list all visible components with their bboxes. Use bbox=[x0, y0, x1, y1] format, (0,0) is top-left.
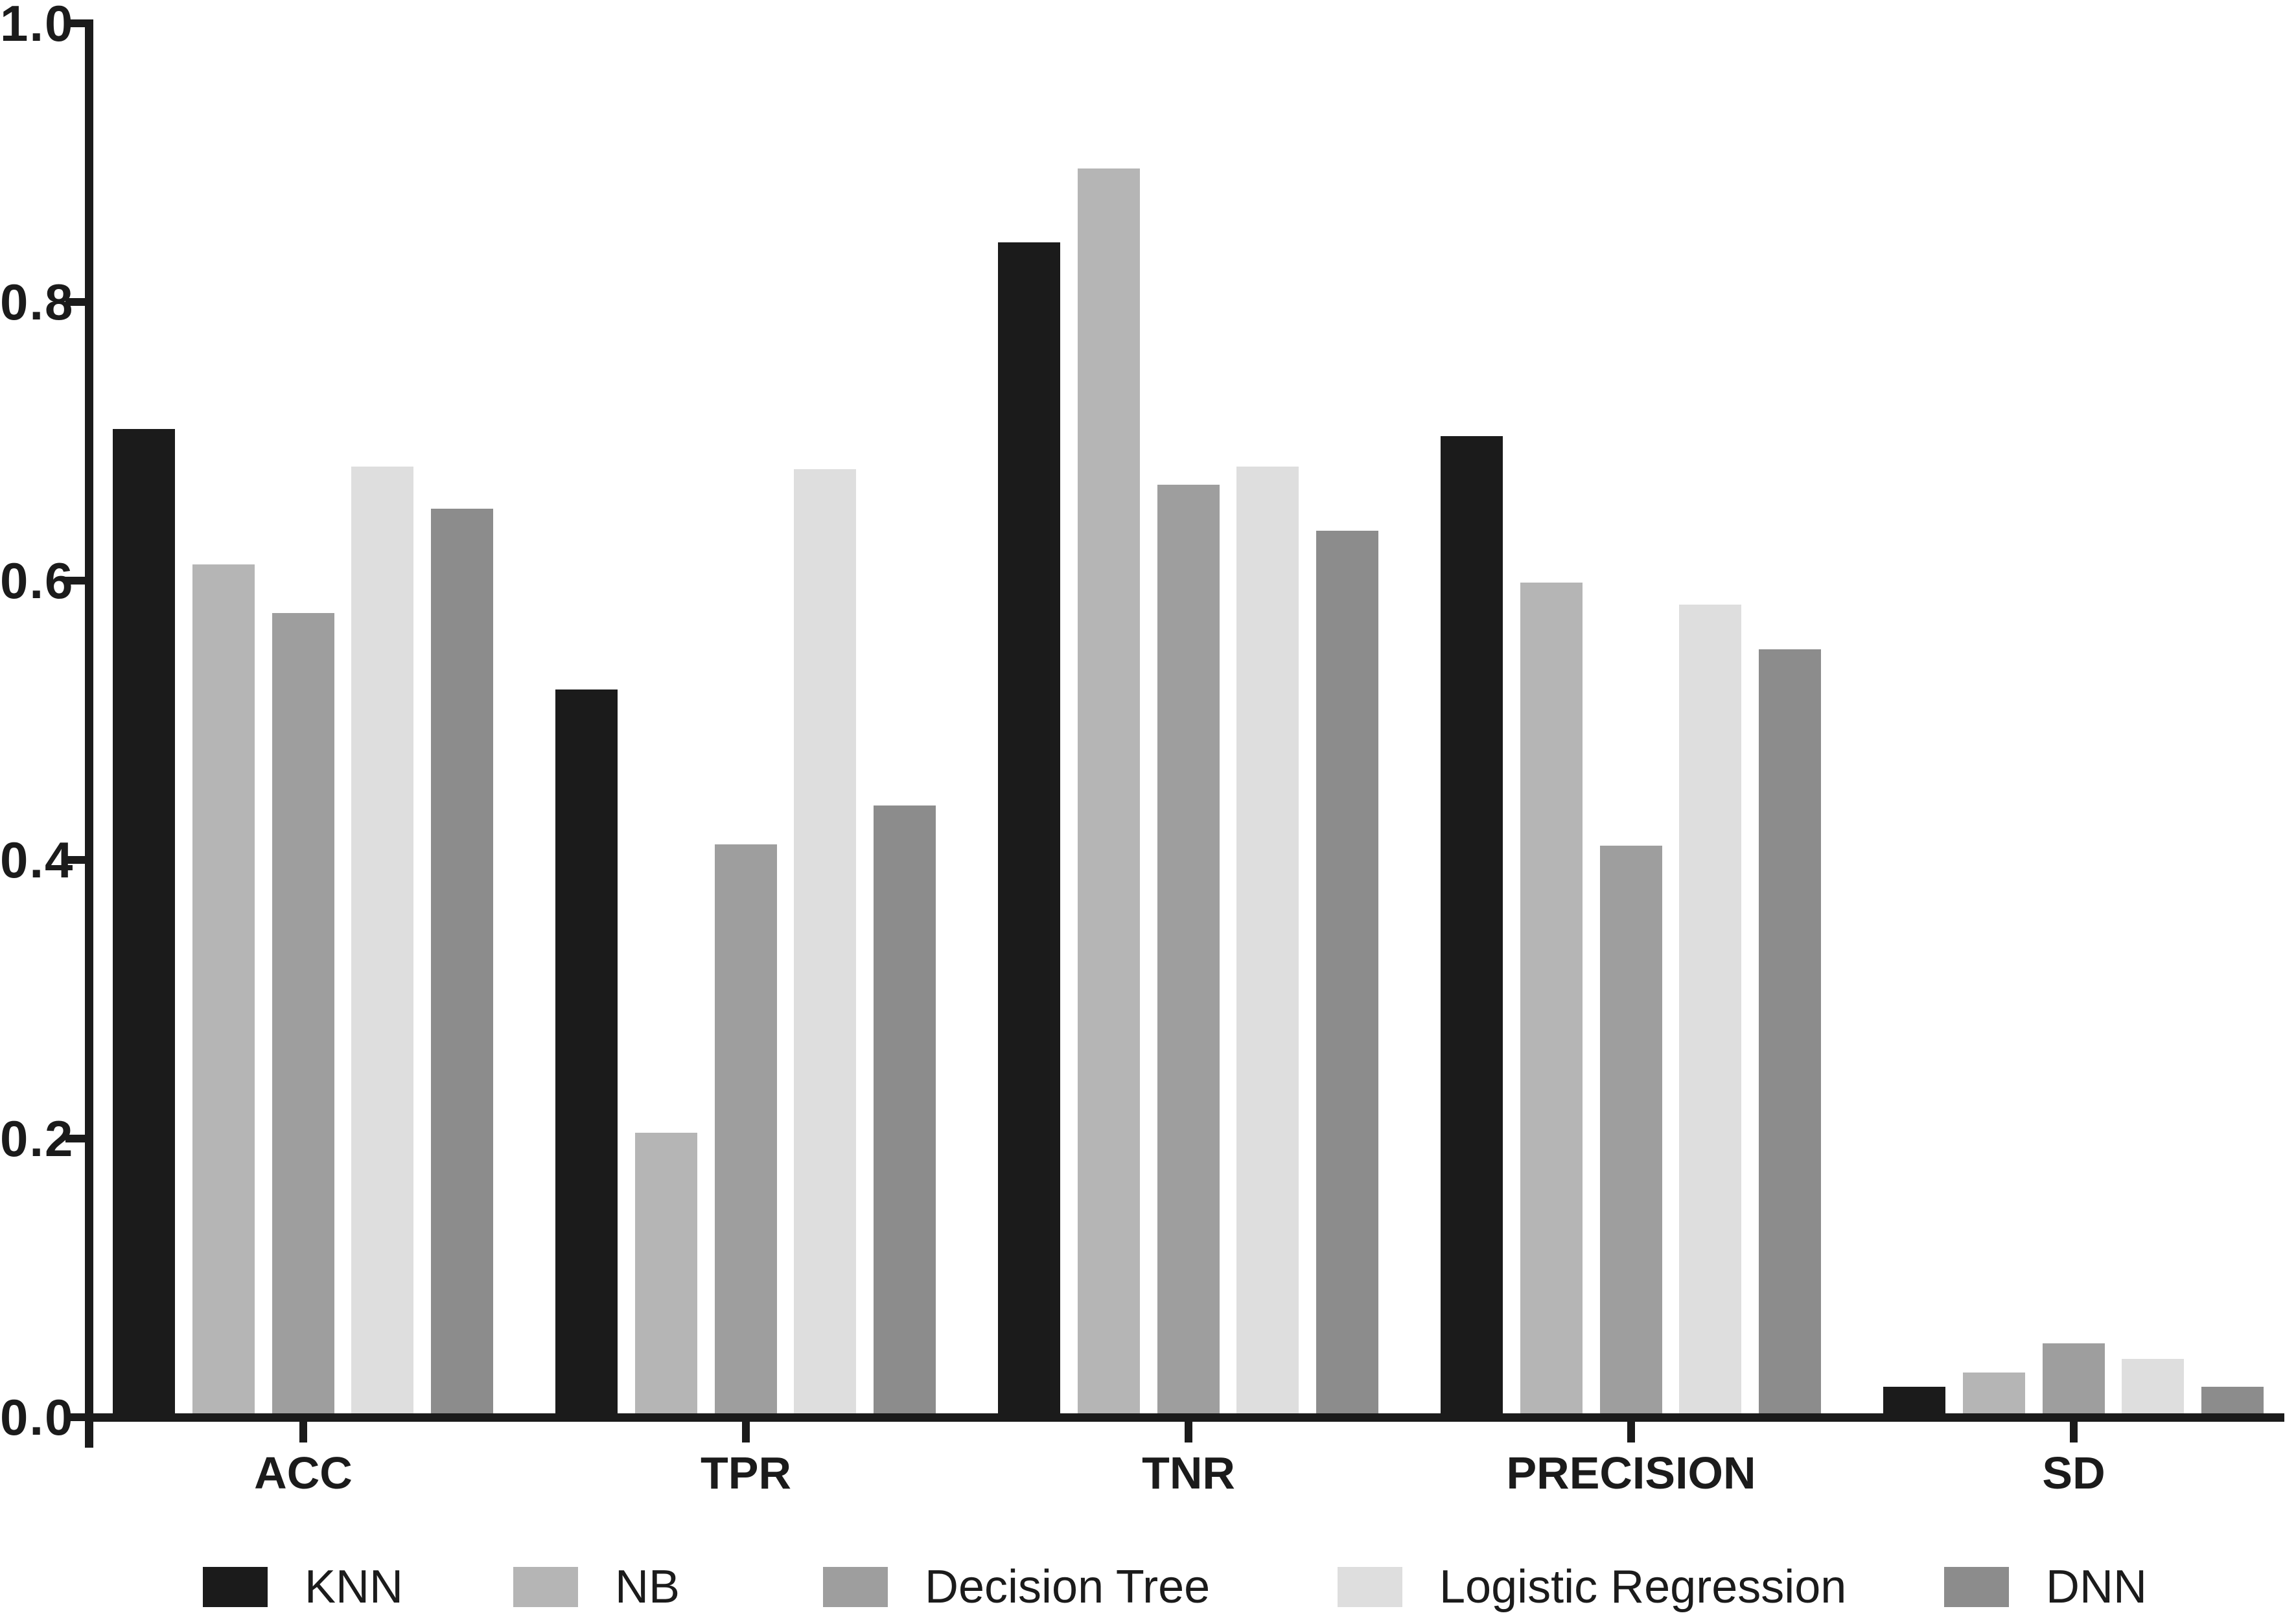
bar-dnn-tpr bbox=[874, 805, 936, 1417]
y-axis-tick-label: 0.6 bbox=[0, 552, 75, 609]
bar-nb-sd bbox=[1963, 1373, 2025, 1417]
x-axis-category-label: PRECISION bbox=[1506, 1448, 1756, 1498]
legend-label-nb: NB bbox=[615, 1561, 680, 1613]
legend-label-logistic-regression: Logistic Regression bbox=[1439, 1561, 1847, 1613]
x-axis-tick bbox=[1627, 1422, 1635, 1442]
bar-dnn-acc bbox=[431, 509, 493, 1417]
bar-knn-sd bbox=[1883, 1387, 1945, 1417]
bar-decision-tree-tpr bbox=[715, 844, 777, 1417]
legend-swatch-dnn bbox=[1944, 1567, 2009, 1607]
y-axis-tick bbox=[65, 1413, 85, 1421]
x-axis-tick bbox=[2070, 1422, 2078, 1442]
x-axis-category-label: TPR bbox=[701, 1448, 791, 1498]
legend-swatch-knn bbox=[203, 1567, 268, 1607]
x-axis-tick bbox=[742, 1422, 750, 1442]
bar-nb-precision bbox=[1520, 583, 1583, 1417]
bar-knn-precision bbox=[1441, 436, 1503, 1417]
bar-nb-tnr bbox=[1078, 168, 1140, 1417]
y-axis-tick-label: 0.2 bbox=[0, 1110, 75, 1167]
bar-knn-tnr bbox=[998, 242, 1060, 1417]
bar-dnn-sd bbox=[2201, 1387, 2264, 1417]
bar-nb-tpr bbox=[635, 1133, 697, 1417]
bar-decision-tree-precision bbox=[1600, 846, 1662, 1417]
bar-logistic-regression-precision bbox=[1679, 605, 1741, 1417]
bar-logistic-regression-tnr bbox=[1236, 467, 1299, 1417]
y-axis-tick-label: 1.0 bbox=[0, 0, 75, 52]
bar-dnn-tnr bbox=[1316, 531, 1378, 1417]
x-axis-tick bbox=[1185, 1422, 1192, 1442]
bar-dnn-precision bbox=[1759, 649, 1821, 1417]
legend-label-decision-tree: Decision Tree bbox=[925, 1561, 1211, 1613]
bar-decision-tree-acc bbox=[272, 613, 334, 1417]
y-axis-tick bbox=[65, 1135, 85, 1142]
x-axis-category-label: TNR bbox=[1142, 1448, 1235, 1498]
bar-logistic-regression-tpr bbox=[794, 469, 856, 1417]
legend-swatch-nb bbox=[513, 1567, 578, 1607]
bar-nb-acc bbox=[192, 564, 255, 1417]
y-axis-tick bbox=[65, 856, 85, 864]
legend-swatch-decision-tree bbox=[823, 1567, 888, 1607]
y-axis-tick bbox=[65, 298, 85, 306]
bar-knn-tpr bbox=[555, 689, 618, 1417]
x-axis-line bbox=[85, 1413, 2284, 1422]
x-axis-tick bbox=[299, 1422, 307, 1442]
legend-label-dnn: DNN bbox=[2046, 1561, 2147, 1613]
legend-label-knn: KNN bbox=[305, 1561, 404, 1613]
y-axis-tick-label: 0.4 bbox=[0, 831, 75, 888]
y-axis-tick bbox=[65, 19, 85, 27]
x-axis-category-label: ACC bbox=[254, 1448, 353, 1498]
y-axis-tick bbox=[65, 577, 85, 585]
bar-decision-tree-sd bbox=[2043, 1343, 2105, 1417]
legend-swatch-logistic-regression bbox=[1338, 1567, 1402, 1607]
y-axis-tick-label: 0.8 bbox=[0, 273, 75, 330]
bar-knn-acc bbox=[113, 429, 175, 1417]
bar-logistic-regression-sd bbox=[2122, 1359, 2184, 1417]
x-axis-category-label: SD bbox=[2042, 1448, 2105, 1498]
bar-decision-tree-tnr bbox=[1157, 485, 1220, 1417]
y-axis-line bbox=[85, 19, 93, 1448]
bar-logistic-regression-acc bbox=[351, 467, 413, 1417]
y-axis-tick-label: 0.0 bbox=[0, 1389, 75, 1446]
